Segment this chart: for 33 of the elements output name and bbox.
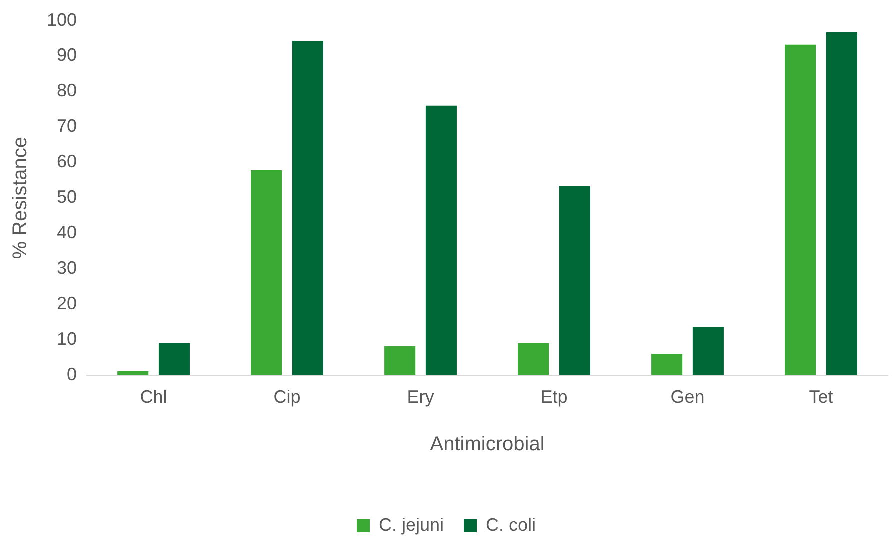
x-tick-label: Gen	[670, 387, 705, 408]
y-tick-label: 90	[57, 45, 78, 66]
bar	[826, 32, 858, 376]
y-tick-label: 0	[67, 364, 78, 384]
legend-label: C. jejuni	[378, 514, 444, 535]
bar	[158, 343, 190, 376]
bar	[652, 354, 683, 376]
x-tick-label: Chl	[140, 387, 168, 408]
x-axis-title: Antimicrobial	[430, 434, 545, 456]
x-tick-label: Ery	[407, 387, 434, 408]
x-tick-label: Tet	[809, 387, 834, 408]
bar	[692, 327, 724, 376]
bar	[518, 343, 550, 376]
bar	[251, 170, 282, 376]
y-tick-label: 60	[57, 152, 78, 172]
x-tick-label: Etp	[540, 387, 568, 408]
y-axis-title: % Resistance	[10, 136, 32, 260]
y-tick-label: 50	[57, 187, 78, 208]
bar	[426, 106, 457, 376]
bar	[785, 44, 816, 376]
x-tick-label: Cip	[274, 387, 301, 408]
y-tick-label: 20	[57, 293, 78, 314]
legend-label: C. coli	[486, 514, 536, 535]
y-tick-label: 30	[57, 258, 78, 278]
y-tick-label: 10	[57, 328, 78, 349]
y-tick-label: 80	[57, 80, 78, 101]
bar	[118, 372, 149, 376]
y-tick-label: 40	[57, 222, 78, 243]
bar	[559, 186, 590, 376]
bar	[384, 346, 416, 376]
y-tick-label: 100	[46, 10, 78, 30]
bar	[292, 41, 324, 376]
y-tick-label: 70	[57, 116, 78, 136]
